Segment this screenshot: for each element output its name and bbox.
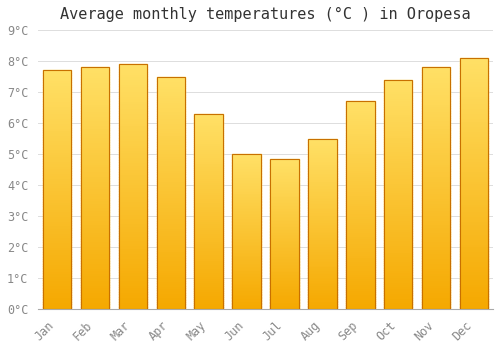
Bar (270, 159, 298, 309)
Bar (194, 114, 223, 309)
Bar (232, 154, 261, 309)
Bar (346, 102, 374, 309)
Bar (43, 70, 71, 309)
Bar (80, 67, 109, 309)
Bar (308, 139, 336, 309)
Bar (156, 77, 185, 309)
Bar (384, 80, 412, 309)
Title: Average monthly temperatures (°C ) in Oropesa: Average monthly temperatures (°C ) in Or… (60, 7, 471, 22)
Bar (118, 64, 147, 309)
Bar (422, 67, 450, 309)
Bar (460, 58, 488, 309)
